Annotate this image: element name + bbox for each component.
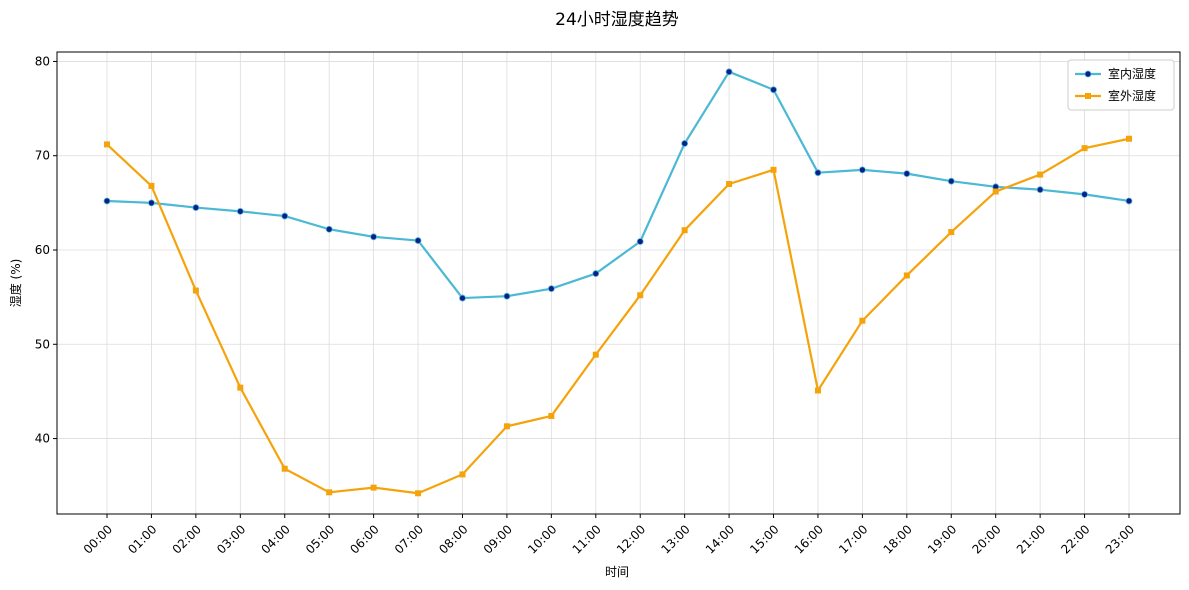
- data-point-outdoor: [503, 423, 510, 430]
- data-point-outdoor: [814, 387, 821, 394]
- data-point-outdoor: [281, 465, 288, 472]
- y-axis-label: 湿度 (%): [8, 259, 23, 308]
- data-point-indoor: [148, 199, 155, 207]
- y-tick-label: 40: [35, 432, 50, 446]
- legend-box: [1067, 59, 1175, 111]
- x-tick-label: 12:00: [614, 522, 648, 556]
- x-tick-label: 18:00: [881, 522, 915, 556]
- plot-frame: [56, 51, 1181, 515]
- data-point-outdoor: [104, 141, 110, 148]
- x-tick-label: 11:00: [570, 522, 604, 556]
- x-tick-label: 04:00: [258, 522, 292, 556]
- x-tick-label: 16:00: [792, 522, 826, 556]
- x-tick-label: 22:00: [1058, 522, 1092, 556]
- data-point-indoor: [947, 177, 955, 185]
- data-point-outdoor: [637, 292, 644, 299]
- x-tick-label: 06:00: [347, 522, 381, 556]
- data-point-outdoor: [770, 166, 777, 173]
- data-point-outdoor: [592, 351, 599, 358]
- series-markers: [103, 68, 1133, 497]
- x-tick-label: 17:00: [836, 522, 870, 556]
- data-point-indoor: [325, 225, 333, 233]
- data-point-outdoor: [548, 412, 555, 419]
- data-point-outdoor: [1126, 135, 1132, 142]
- data-point-outdoor: [1081, 145, 1088, 152]
- data-point-indoor: [1125, 197, 1133, 205]
- data-point-indoor: [725, 68, 733, 76]
- data-point-outdoor: [459, 471, 466, 478]
- data-point-indoor: [1036, 186, 1044, 194]
- data-point-indoor: [636, 238, 644, 245]
- y-tick-label: 50: [35, 337, 50, 351]
- chart-title: 24小时湿度趋势: [555, 10, 679, 30]
- data-point-indoor: [236, 207, 244, 215]
- y-tick-label: 60: [35, 243, 50, 257]
- data-point-outdoor: [948, 229, 955, 236]
- x-tick-label: 05:00: [303, 522, 337, 556]
- data-point-outdoor: [726, 181, 733, 187]
- data-point-indoor: [903, 170, 911, 178]
- legend-marker: [1084, 70, 1092, 78]
- data-point-indoor: [681, 140, 689, 147]
- x-tick-label: 02:00: [170, 522, 204, 556]
- data-point-indoor: [1081, 190, 1088, 198]
- data-point-indoor: [503, 292, 511, 300]
- data-point-indoor: [858, 166, 866, 174]
- x-axis-ticks: 00:00 01:00 02:00 03:00 04:00 05:00 06:00 07:00…: [81, 514, 1137, 557]
- x-tick-label: 00:00: [81, 522, 115, 556]
- x-tick-label: 08:00: [436, 522, 470, 556]
- grid-lines: [57, 52, 1180, 514]
- x-tick-label: 09:00: [481, 522, 515, 556]
- data-point-outdoor: [192, 287, 199, 294]
- x-tick-label: 20:00: [969, 522, 1003, 556]
- data-point-indoor: [770, 86, 777, 94]
- legend-label: 室内湿度: [1108, 66, 1156, 81]
- data-point-outdoor: [370, 484, 377, 491]
- y-tick-label: 80: [35, 54, 50, 68]
- data-point-outdoor: [148, 182, 155, 189]
- data-point-outdoor: [903, 272, 910, 279]
- x-tick-label: 10:00: [525, 522, 559, 556]
- x-axis-label: 时间: [605, 565, 629, 579]
- data-point-indoor: [814, 169, 822, 177]
- x-tick-label: 03:00: [214, 522, 248, 556]
- data-point-outdoor: [326, 489, 333, 496]
- x-tick-label: 01:00: [125, 522, 159, 556]
- data-point-outdoor: [237, 384, 244, 391]
- data-point-outdoor: [1037, 171, 1044, 178]
- data-point-indoor: [459, 294, 466, 302]
- legend-label: 室外湿度: [1108, 88, 1156, 103]
- y-tick-label: 70: [35, 149, 50, 163]
- x-tick-label: 19:00: [925, 522, 959, 556]
- data-point-indoor: [547, 285, 555, 293]
- x-tick-label: 07:00: [392, 522, 426, 556]
- legend-marker: [1085, 93, 1091, 99]
- data-point-outdoor: [681, 227, 688, 234]
- data-point-outdoor: [859, 317, 866, 324]
- series-line-0: [106, 70, 1130, 300]
- data-point-indoor: [281, 212, 289, 220]
- data-point-outdoor: [415, 490, 422, 497]
- data-point-indoor: [103, 197, 111, 205]
- x-tick-label: 15:00: [747, 522, 781, 556]
- data-point-indoor: [414, 237, 422, 244]
- data-point-indoor: [592, 270, 600, 277]
- y-axis-ticks: 40 50 60 70 80: [35, 54, 57, 446]
- data-point-indoor: [370, 233, 378, 241]
- series-line-1: [106, 137, 1130, 495]
- x-tick-label: 13:00: [658, 522, 692, 556]
- x-tick-label: 14:00: [703, 522, 737, 556]
- series-lines: [106, 70, 1130, 495]
- data-point-outdoor: [992, 188, 999, 195]
- data-point-indoor: [192, 204, 200, 211]
- x-tick-label: 21:00: [1014, 522, 1048, 556]
- x-tick-label: 23:00: [1103, 522, 1137, 556]
